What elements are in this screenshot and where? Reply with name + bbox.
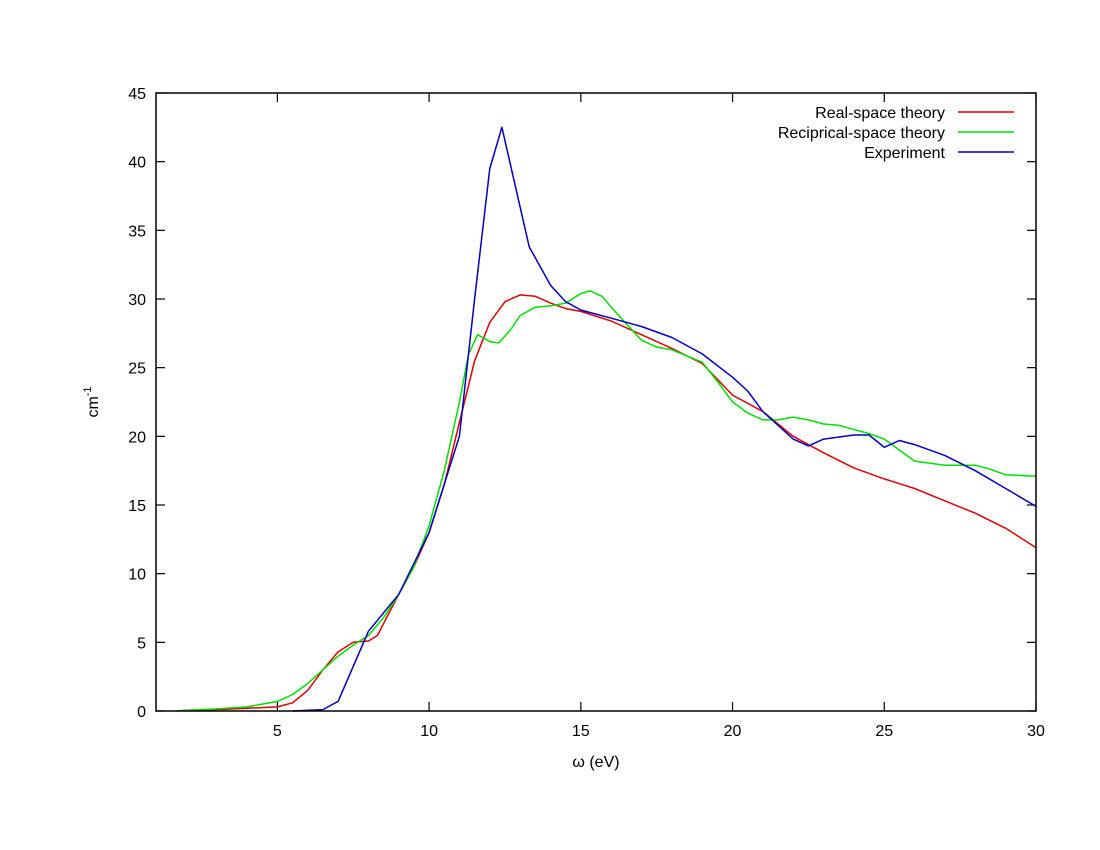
- y-axis-label-superscript: -1: [82, 386, 94, 396]
- x-tick-label: 25: [875, 723, 893, 740]
- y-tick-label: 35: [128, 223, 146, 240]
- tick-labels: 5 10 15 20 25 30 0 5 10 15 20 25 30 35 40 45: [128, 86, 1045, 740]
- legend-label-experiment: Experiment: [864, 145, 945, 162]
- x-tick-label: 10: [420, 723, 438, 740]
- y-tick-label: 25: [128, 361, 146, 378]
- y-tick-label: 30: [128, 292, 146, 309]
- y-axis-label-base: cm: [85, 396, 102, 417]
- legend-label-reciprical-space-theory: Reciprical-space theory: [778, 125, 945, 142]
- y-tick-label: 0: [137, 704, 146, 721]
- y-tick-label: 45: [128, 86, 146, 103]
- y-tick-label: 15: [128, 498, 146, 515]
- y-tick-label: 40: [128, 155, 146, 172]
- series-line-reciprical-space-theory: [177, 290, 1037, 712]
- x-tick-label: 15: [572, 723, 590, 740]
- x-tick-label: 5: [273, 723, 282, 740]
- y-tick-label: 20: [128, 429, 146, 446]
- x-tick-label: 20: [724, 723, 742, 740]
- legend-label-real-space-theory: Real-space theory: [815, 105, 945, 122]
- series-line-real-space-theory: [177, 294, 1037, 712]
- y-tick-label: 5: [137, 635, 146, 652]
- x-tick-label: 30: [1027, 723, 1045, 740]
- x-axis-label: ω (eV): [572, 754, 619, 771]
- legend: Real-space theory Reciprical-space theory…: [778, 105, 1014, 162]
- y-axis-label: cm-1: [82, 386, 102, 417]
- y-tick-label: 10: [128, 567, 146, 584]
- plot-frame: [155, 92, 1037, 712]
- series-line-experiment: [292, 126, 1037, 712]
- series-group: [177, 126, 1037, 712]
